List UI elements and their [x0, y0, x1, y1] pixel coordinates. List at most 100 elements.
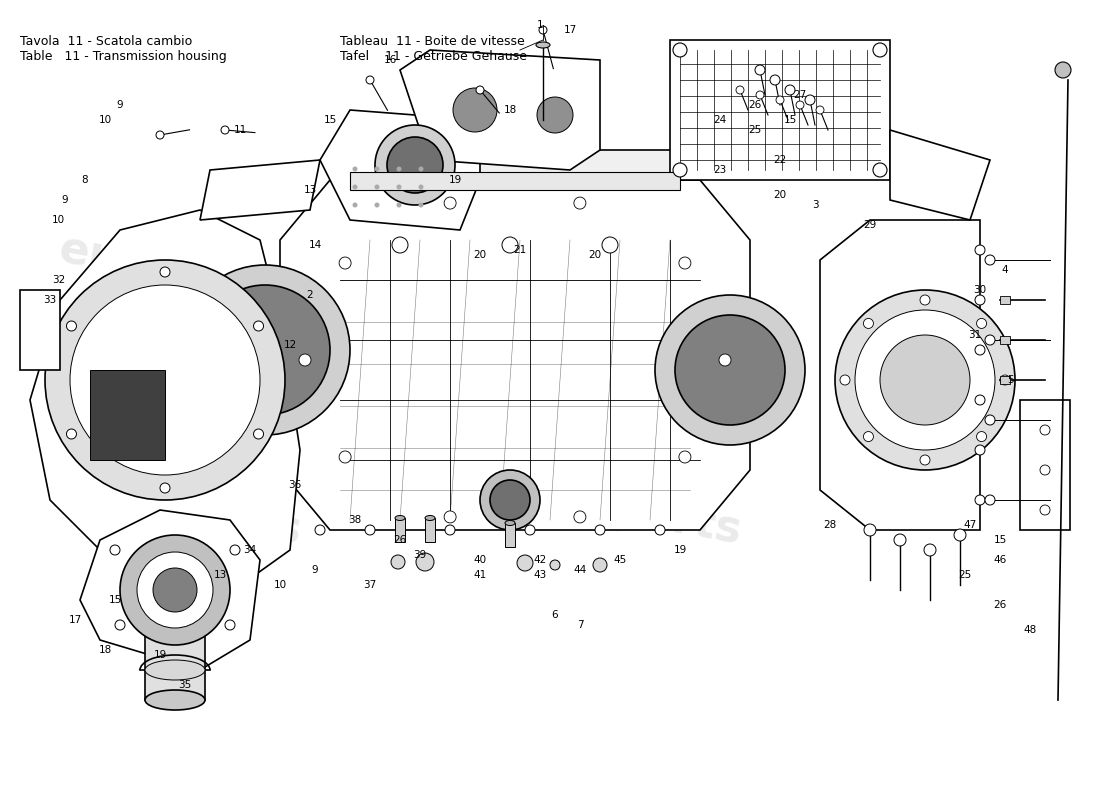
- Circle shape: [574, 511, 586, 523]
- Circle shape: [418, 166, 424, 171]
- Bar: [145, 580, 205, 700]
- Text: 29: 29: [864, 220, 877, 230]
- Circle shape: [954, 529, 966, 541]
- Text: 45: 45: [614, 555, 627, 565]
- Text: 34: 34: [243, 545, 256, 555]
- Text: europarts: europarts: [495, 467, 745, 553]
- Text: Tableau  11 - Boite de vitesse: Tableau 11 - Boite de vitesse: [340, 35, 525, 48]
- Text: 9: 9: [311, 565, 318, 575]
- Text: 38: 38: [349, 515, 362, 525]
- Circle shape: [977, 318, 987, 329]
- Polygon shape: [200, 160, 320, 220]
- Ellipse shape: [145, 690, 205, 710]
- Polygon shape: [890, 130, 990, 220]
- Text: 21: 21: [514, 245, 527, 255]
- Text: 6: 6: [552, 610, 559, 620]
- Bar: [425, 518, 435, 542]
- Circle shape: [226, 620, 235, 630]
- Circle shape: [864, 524, 876, 536]
- Text: 40: 40: [473, 555, 486, 565]
- Circle shape: [446, 525, 455, 535]
- Circle shape: [550, 560, 560, 570]
- Text: 44: 44: [573, 565, 586, 575]
- Text: 9: 9: [117, 100, 123, 110]
- Circle shape: [539, 26, 547, 34]
- Circle shape: [1055, 62, 1071, 78]
- Text: 13: 13: [304, 185, 317, 195]
- Circle shape: [180, 265, 350, 435]
- Text: 23: 23: [714, 165, 727, 175]
- Text: 41: 41: [473, 570, 486, 580]
- Circle shape: [387, 137, 443, 193]
- Text: Tavola  11 - Scatola cambio: Tavola 11 - Scatola cambio: [20, 35, 192, 48]
- Circle shape: [153, 568, 197, 612]
- Circle shape: [365, 525, 375, 535]
- Ellipse shape: [145, 660, 205, 680]
- Circle shape: [116, 620, 125, 630]
- Circle shape: [975, 395, 984, 405]
- Circle shape: [156, 131, 164, 139]
- Circle shape: [66, 321, 77, 331]
- Circle shape: [975, 495, 984, 505]
- Text: 17: 17: [68, 615, 81, 625]
- Polygon shape: [20, 290, 60, 370]
- Text: 19: 19: [673, 545, 686, 555]
- Polygon shape: [400, 50, 600, 170]
- Circle shape: [490, 480, 530, 520]
- Circle shape: [70, 285, 260, 475]
- Circle shape: [975, 445, 984, 455]
- Text: 27: 27: [793, 90, 806, 100]
- Text: 12: 12: [284, 340, 297, 350]
- Text: 32: 32: [53, 275, 66, 285]
- Text: 37: 37: [363, 580, 376, 590]
- Circle shape: [975, 295, 984, 305]
- Circle shape: [873, 163, 887, 177]
- Circle shape: [595, 525, 605, 535]
- Polygon shape: [30, 210, 300, 600]
- Text: 22: 22: [773, 155, 786, 165]
- Circle shape: [1040, 465, 1050, 475]
- Polygon shape: [820, 220, 980, 530]
- Text: 3: 3: [812, 200, 818, 210]
- Circle shape: [253, 429, 264, 439]
- Text: europarts: europarts: [495, 227, 745, 313]
- Circle shape: [977, 431, 987, 442]
- Circle shape: [160, 483, 170, 493]
- Circle shape: [375, 125, 455, 205]
- Text: 25: 25: [958, 570, 971, 580]
- Circle shape: [864, 318, 873, 329]
- Ellipse shape: [505, 521, 515, 526]
- Bar: [670, 40, 890, 180]
- Text: 15: 15: [783, 115, 796, 125]
- Text: 47: 47: [964, 520, 977, 530]
- Circle shape: [855, 310, 996, 450]
- Circle shape: [339, 451, 351, 463]
- Text: 1: 1: [537, 20, 543, 30]
- Circle shape: [574, 197, 586, 209]
- Text: 39: 39: [414, 550, 427, 560]
- Text: 9: 9: [62, 195, 68, 205]
- Circle shape: [864, 431, 873, 442]
- Text: 48: 48: [1023, 625, 1036, 635]
- Circle shape: [924, 544, 936, 556]
- Circle shape: [339, 257, 351, 269]
- Circle shape: [755, 65, 764, 75]
- Circle shape: [654, 525, 666, 535]
- Text: 15: 15: [993, 535, 1007, 545]
- Circle shape: [416, 553, 434, 571]
- Text: 8: 8: [81, 175, 88, 185]
- Polygon shape: [280, 180, 750, 530]
- Circle shape: [675, 315, 785, 425]
- Circle shape: [679, 451, 691, 463]
- Circle shape: [476, 86, 484, 94]
- Circle shape: [444, 511, 456, 523]
- Circle shape: [396, 166, 402, 171]
- Circle shape: [880, 335, 970, 425]
- Bar: [1000, 376, 1010, 384]
- Text: 24: 24: [714, 115, 727, 125]
- Circle shape: [719, 354, 732, 366]
- Circle shape: [984, 495, 996, 505]
- Text: 13: 13: [213, 570, 227, 580]
- Circle shape: [984, 415, 996, 425]
- Text: 18: 18: [504, 105, 517, 115]
